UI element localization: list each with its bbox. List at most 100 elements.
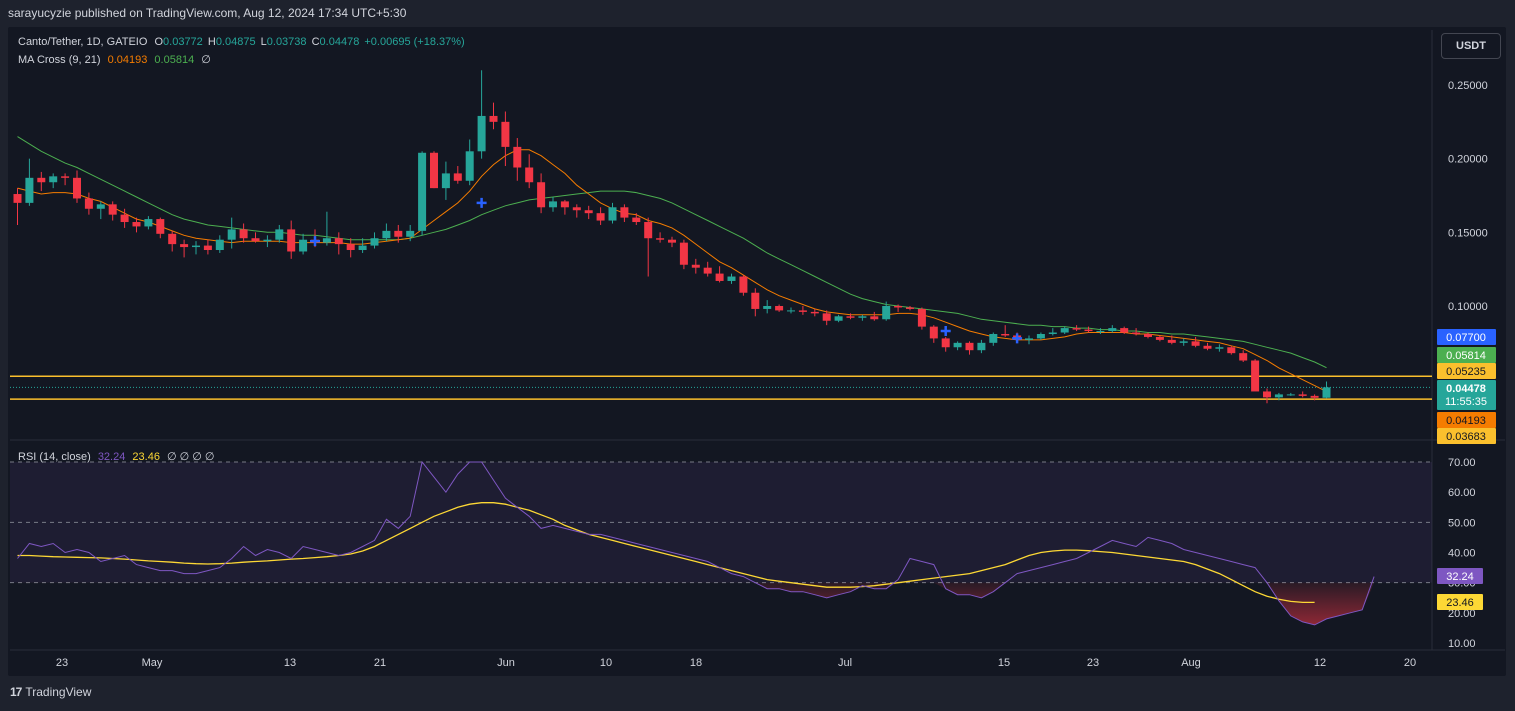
candle-body xyxy=(1310,395,1319,398)
candle-body xyxy=(370,238,379,246)
candle-body xyxy=(1179,341,1188,343)
candle-body xyxy=(763,306,772,309)
candle-body xyxy=(406,230,415,237)
candle-body xyxy=(263,239,272,242)
candle-body xyxy=(84,198,93,209)
candle-body xyxy=(120,214,129,223)
time-tick-label: 23 xyxy=(1087,657,1099,669)
candle-body xyxy=(144,219,153,227)
candle-body xyxy=(822,313,831,321)
candle-body xyxy=(989,333,998,343)
candle-body xyxy=(108,204,117,215)
rsi-tag-bg xyxy=(1437,568,1483,584)
low-label: L xyxy=(260,36,267,48)
rsi-label[interactable]: RSI (14, close) xyxy=(18,451,91,463)
candle-body xyxy=(1048,332,1057,334)
candle-body xyxy=(477,115,486,152)
rsi-ma-tag-bg xyxy=(1437,594,1483,610)
rsi-line xyxy=(17,460,1375,626)
rsi-tick-label: 50.00 xyxy=(1448,517,1476,529)
price-tick-label: 0.10000 xyxy=(1448,301,1488,313)
candle-body xyxy=(239,229,248,239)
countdown-tag: 11:55:35 xyxy=(1445,396,1487,408)
rsi-tick-label: 60.00 xyxy=(1448,487,1476,499)
time-tick-label: 23 xyxy=(56,657,68,669)
candle-body xyxy=(73,177,81,199)
candle-body xyxy=(299,239,308,252)
candle-body xyxy=(1203,345,1212,349)
candle-body xyxy=(287,229,296,252)
ma-legend: MA Cross (9, 21) 0.04193 0.05814 ∅ xyxy=(18,53,211,66)
time-tick-label: 20 xyxy=(1404,657,1416,669)
currency-button[interactable]: USDT xyxy=(1441,33,1501,59)
candle-body xyxy=(882,306,891,320)
candle-body xyxy=(453,173,462,181)
candle-body xyxy=(608,207,617,221)
candle-body xyxy=(584,210,593,214)
candle-body xyxy=(13,194,22,203)
candle-body xyxy=(739,276,748,293)
price-tick-label: 0.25000 xyxy=(1448,80,1488,92)
candle-body xyxy=(1001,333,1010,336)
candle-body xyxy=(215,239,224,251)
close-value: 0.04478 xyxy=(319,36,360,48)
candle-body xyxy=(1191,341,1200,346)
price-tick-label: 0.15000 xyxy=(1448,227,1488,239)
candle-body xyxy=(1274,394,1283,398)
high-value: 0.04875 xyxy=(215,36,256,48)
ma-fast-line xyxy=(17,149,1327,393)
candle-body xyxy=(1120,328,1129,333)
footer-brand[interactable]: 17 TradingView xyxy=(10,685,91,699)
candle-body xyxy=(965,342,974,351)
candle-body xyxy=(1144,333,1152,337)
candle-body xyxy=(656,238,665,240)
candle-body xyxy=(703,267,712,274)
candle-body xyxy=(1096,331,1105,333)
candle-body xyxy=(620,207,629,218)
time-tick-label: 15 xyxy=(998,657,1010,669)
candle-body xyxy=(691,264,700,268)
rsi-tick-label: 70.00 xyxy=(1448,457,1476,469)
rsi-ma-line xyxy=(17,502,1315,604)
ma-slow-tag-bg xyxy=(1437,347,1496,363)
candle-body xyxy=(870,316,879,320)
candle-body xyxy=(917,308,926,327)
footer-brand-label: TradingView xyxy=(25,685,92,699)
level-high-tag: 0.07700 xyxy=(1446,332,1486,344)
rsi-ma-value: 23.46 xyxy=(132,451,160,463)
candle-body xyxy=(1108,328,1117,332)
candle-body xyxy=(168,233,177,245)
rsi-tick-label: 40.00 xyxy=(1448,548,1476,560)
candle-body xyxy=(192,245,200,248)
candle-body xyxy=(1025,338,1033,340)
candle-body xyxy=(1072,328,1081,330)
candle-body xyxy=(1286,394,1295,396)
ma-fast-value: 0.04193 xyxy=(107,54,148,66)
candle-body xyxy=(1298,394,1307,396)
symbol-label[interactable]: Canto/Tether, 1D, GATEIO xyxy=(18,36,148,48)
candle-body xyxy=(977,342,986,351)
time-tick-label: Aug xyxy=(1181,657,1201,669)
candle-body xyxy=(346,244,355,251)
candle-body xyxy=(489,115,498,122)
candle-body xyxy=(1167,339,1176,343)
high-label: H xyxy=(207,36,216,48)
candle-body xyxy=(513,146,522,168)
support-tag-bg xyxy=(1437,428,1496,444)
candle-body xyxy=(525,167,534,183)
price-tick-label: 0.20000 xyxy=(1448,154,1488,166)
time-tick-label: 10 xyxy=(600,657,612,669)
candle-body xyxy=(1227,347,1236,354)
ma-slow-tag: 0.05814 xyxy=(1446,350,1486,362)
candle-body xyxy=(644,222,653,239)
candle-body xyxy=(1132,332,1141,334)
chart-frame[interactable] xyxy=(8,27,1506,676)
candle-body xyxy=(787,310,795,312)
candle-body xyxy=(1215,347,1224,349)
ma-cross-label[interactable]: MA Cross (9, 21) xyxy=(18,54,101,66)
open-value: 0.03772 xyxy=(163,36,203,48)
time-tick-label: 21 xyxy=(374,657,386,669)
ma-cross-icon xyxy=(940,326,951,337)
rsi-legend: RSI (14, close) 32.24 23.46 ∅ ∅ ∅ ∅ xyxy=(18,450,215,463)
